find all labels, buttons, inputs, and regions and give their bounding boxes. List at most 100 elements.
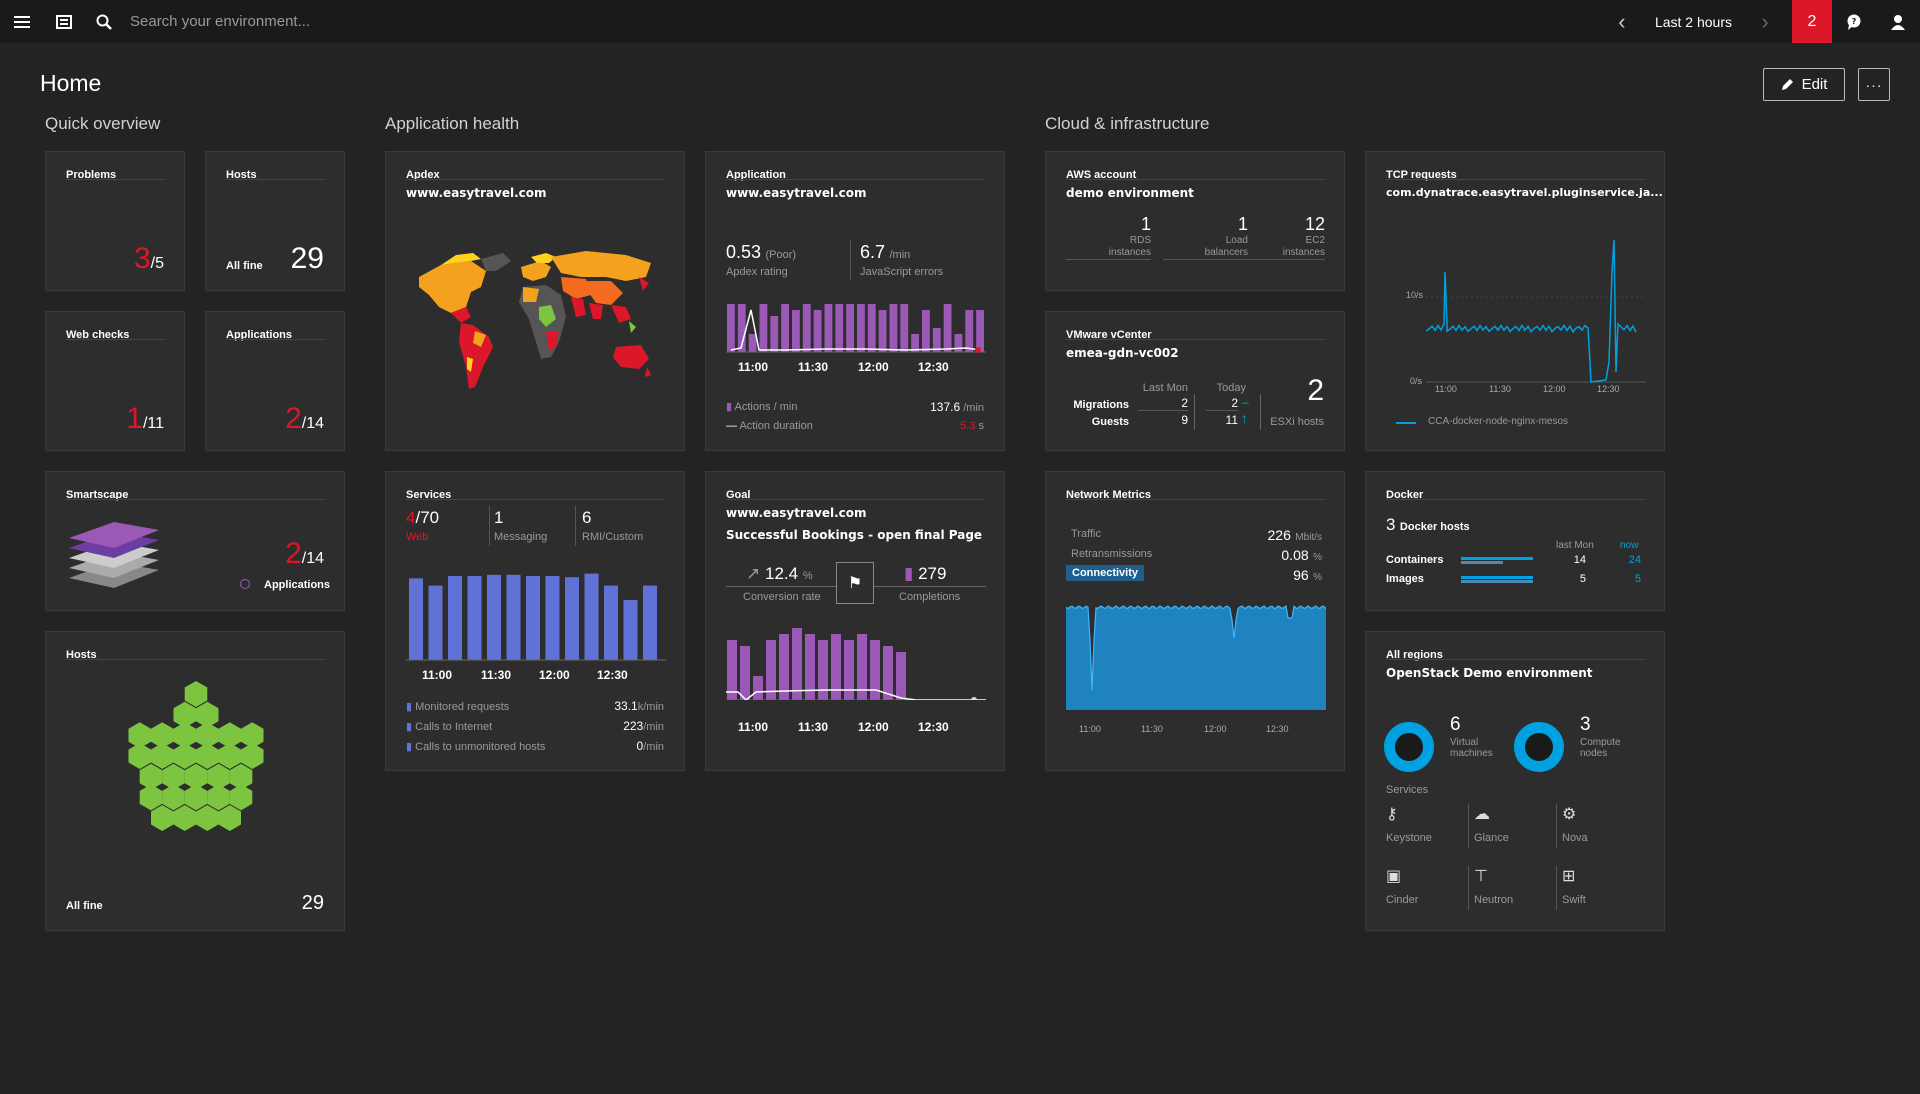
problem-notification-badge[interactable]: 2 [1792,0,1832,43]
duration-marker [975,347,981,353]
tcp-requests-tile[interactable]: TCP requests com.dynatrace.easytravel.pl… [1365,151,1665,451]
network-metrics-tile[interactable]: Network Metrics Traffic 226 Mbit/s Retra… [1045,471,1345,771]
goal-name: Successful Bookings - open final Page [726,528,983,542]
service-neutron[interactable]: Neutron [1474,894,1514,906]
lb-label: balancers [1163,247,1248,260]
completion-bar [805,634,815,700]
service-glance[interactable]: Glance [1474,832,1509,844]
host-hexagon [173,701,196,728]
messaging-label: Messaging [494,531,548,543]
service-bar [526,576,540,660]
search-icon[interactable] [84,0,124,43]
time-label: 11:00 [738,720,769,734]
metric-unit: k/min [637,701,664,713]
host-hexagon [151,722,174,749]
storage-icon: ⊞ [1562,868,1576,885]
timeframe-selector[interactable]: Last 2 hours [1654,13,1732,30]
hosts-tile[interactable]: Hosts All fine 29 [45,631,345,931]
openstack-tile[interactable]: All regions OpenStack Demo environment 6… [1365,631,1665,931]
application-tile[interactable]: Application www.easytravel.com 0.53 (Poo… [705,151,1005,451]
time-label: 12:00 [1204,724,1227,734]
host-hexagon [196,701,219,728]
traffic-unit: Mbit/s [1295,532,1322,543]
hosts-status: All fine [66,900,103,912]
service-swift[interactable]: Swift [1562,894,1586,906]
hosts-summary-tile[interactable]: Hosts All fine 29 [205,151,345,291]
host-hexagon [229,763,253,790]
tile-title: Docker [1386,489,1424,501]
next-timeframe-icon[interactable]: › [1761,8,1769,34]
host-hexagon [196,743,219,769]
aws-account-tile[interactable]: AWS account demo environment 1 RDS insta… [1045,151,1345,291]
more-options-button[interactable]: ··· [1858,68,1890,101]
completion-bar [792,628,802,700]
metric-value: 0 [636,739,644,753]
chat-icon[interactable]: ? [1832,0,1876,43]
containers-now: 24 [1628,554,1641,566]
services-tile[interactable]: Services 4/70 Web 1 Messaging 6 RMI/Cust… [385,471,685,771]
containers-last: 14 [1573,554,1586,566]
guests-last: 9 [1181,413,1188,427]
time-label: 12:30 [918,720,949,734]
traffic-value: 226 [1267,527,1291,543]
bar-chart-icon: ▮ [726,401,733,413]
service-bar [604,585,618,660]
connectivity-selected[interactable]: Connectivity [1066,565,1145,581]
docker-hosts-label: Docker hosts [1399,521,1470,533]
smartscape-tile[interactable]: Smartscape 2/14 Applications [45,471,345,611]
applications-tile[interactable]: Applications 2/14 [205,311,345,451]
time-label: 11:00 [1079,724,1101,734]
action-bar [932,328,941,352]
bar-chart-icon: ▮ [406,701,413,713]
vmware-vcenter-tile[interactable]: VMware vCenter emea-gdn-vc002 Last Mon T… [1045,311,1345,451]
action-bar [911,334,919,352]
row-label: Images [1386,573,1424,585]
service-bar [545,576,560,660]
docker-tile[interactable]: Docker 3 Docker hosts last Mon now Conta… [1365,471,1665,611]
docker-hosts-count: 3 [1386,515,1396,534]
time-label: 11:30 [1141,724,1163,734]
apdex-tile[interactable]: Apdex www.easytravel.com [385,151,685,451]
action-bar [781,304,789,352]
prev-timeframe-icon[interactable]: ‹ [1618,8,1626,34]
problems-tile[interactable]: Problems 3/5 [45,151,185,291]
action-bar [867,304,876,352]
action-bar [922,310,930,352]
completion-bar [753,676,763,700]
world-map [419,251,651,389]
search-input[interactable]: Search your environment... [130,13,311,30]
metric-label: Calls to unmonitored hosts [415,741,546,753]
conversion-value: 12.4 [764,564,799,583]
user-icon[interactable] [1876,0,1920,43]
edit-button[interactable]: Edit [1763,68,1845,101]
completion-bar [883,646,893,700]
problems-total: /5 [150,255,164,272]
rmi-count: 6 [582,508,592,527]
dashboard-icon[interactable] [44,0,84,43]
connectivity-line [1066,604,1326,691]
service-cinder[interactable]: Cinder [1386,894,1419,906]
tile-title: VMware vCenter [1066,329,1152,341]
section-application-health: Application health [385,114,520,133]
service-bar [487,574,501,660]
web-count: 4 [406,508,416,527]
ec2-label: instances [1240,247,1325,260]
time-label: 12:00 [858,360,889,374]
completion-bar [870,640,880,700]
svg-text:?: ? [1852,17,1857,26]
connectivity-chart [1066,604,1326,710]
completion-bar [766,640,776,700]
web-checks-tile[interactable]: Web checks 1/11 [45,311,185,451]
actions-chart [726,304,986,353]
service-keystone[interactable]: Keystone [1386,832,1432,844]
goal-tile[interactable]: Goal www.easytravel.com Successful Booki… [705,471,1005,771]
esxi-count: 2 [1307,374,1324,407]
service-nova[interactable]: Nova [1562,832,1588,844]
retrans-unit: % [1313,552,1322,563]
row-label: Migrations [1073,399,1129,411]
tile-title: AWS account [1066,169,1137,181]
compute-label: Compute [1580,737,1621,748]
menu-icon[interactable] [0,0,44,43]
action-bar [943,304,952,352]
metric-label: Traffic [1071,528,1101,540]
